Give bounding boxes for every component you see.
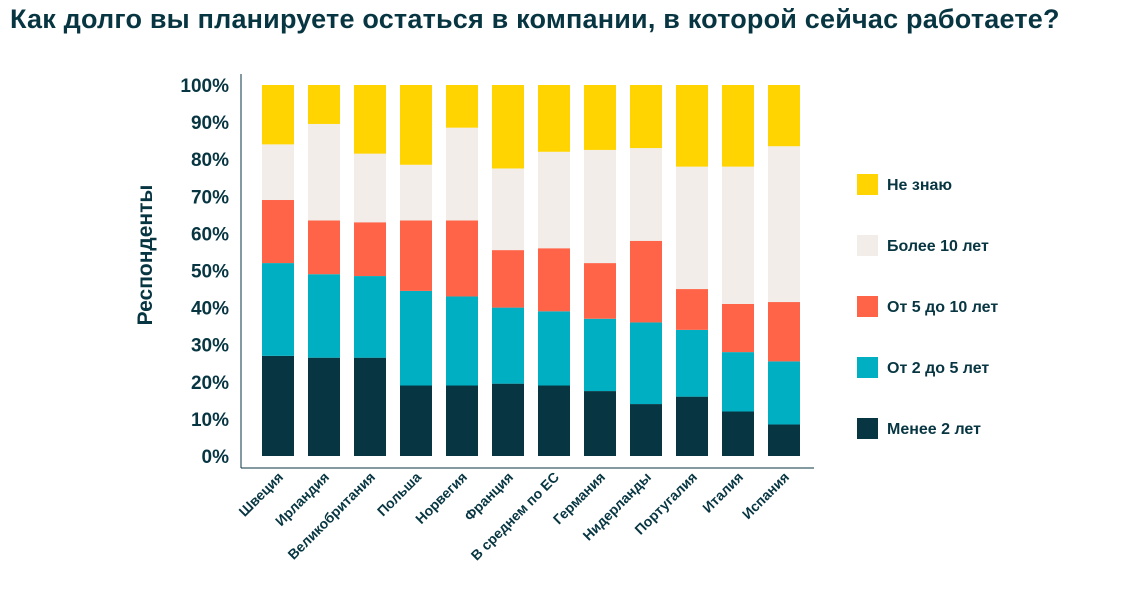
bar-segment	[630, 240, 662, 323]
bar-segment	[722, 166, 754, 304]
bar-segment	[676, 396, 708, 456]
y-tick-label: 60%	[191, 224, 229, 245]
bar-segment	[768, 302, 800, 362]
y-tick-label: 10%	[191, 410, 229, 431]
legend-swatch	[857, 235, 878, 256]
bar-segment	[676, 166, 708, 290]
y-tick-label: 70%	[191, 187, 229, 208]
bar-segment	[630, 404, 662, 456]
legend-label: Более 10 лет	[887, 238, 989, 255]
bar-segment	[446, 220, 478, 297]
y-tick-label: 100%	[180, 76, 229, 97]
bar-segment	[354, 85, 386, 154]
bar-segment	[446, 296, 478, 386]
legend-swatch	[857, 418, 878, 439]
bar-segment	[308, 357, 340, 456]
bar-segment	[768, 146, 800, 303]
bar-segment	[538, 385, 570, 456]
bar-segment	[354, 153, 386, 223]
bar-segment	[400, 85, 432, 165]
y-tick-labels: 0% 10% 20% 30% 40% 50% 60% 70% 80% 90% 100%	[180, 76, 229, 468]
bar-segment	[538, 85, 570, 152]
legend-swatch	[857, 174, 878, 195]
y-tick-label: 30%	[191, 336, 229, 357]
bar-segment	[630, 85, 662, 149]
legend: Не знаю Более 10 лет От 5 до 10 лет От 2 до…	[857, 174, 998, 439]
bar-segment	[308, 123, 340, 221]
legend-label: Не знаю	[887, 177, 952, 194]
bar-segment	[400, 290, 432, 386]
bar-segment	[538, 248, 570, 312]
bar-segment	[584, 391, 616, 456]
bar-segment	[262, 355, 294, 456]
axes	[240, 74, 814, 469]
bar-segment	[584, 263, 616, 319]
bar-segment	[446, 85, 478, 128]
bar-segment	[446, 127, 478, 221]
bar-segment	[262, 85, 294, 145]
y-tick-label: 40%	[191, 299, 229, 320]
bar-segment	[446, 385, 478, 456]
bar-segment	[722, 352, 754, 412]
bar-segment	[354, 222, 386, 277]
bar-segment	[538, 151, 570, 249]
legend-label: От 2 до 5 лет	[887, 360, 989, 377]
y-tick-label: 90%	[191, 113, 229, 134]
bar-segment	[630, 322, 662, 405]
bar-segment	[584, 149, 616, 264]
y-axis-title-group: Респонденты	[134, 185, 157, 326]
bar-segment	[262, 263, 294, 356]
bar-segment	[538, 311, 570, 386]
bar-segment	[492, 383, 524, 456]
bar-segment	[308, 274, 340, 358]
bar-segment	[722, 411, 754, 456]
legend-swatch	[857, 296, 878, 317]
bar-segment	[676, 85, 708, 167]
bar-segment	[308, 85, 340, 124]
x-tick-label: В среднем по ЕС	[468, 469, 563, 564]
bars	[262, 85, 800, 456]
bar-segment	[400, 220, 432, 291]
y-axis-title: Респонденты	[134, 185, 157, 326]
bar-segment	[676, 329, 708, 397]
bar-segment	[584, 318, 616, 392]
bar-segment	[492, 307, 524, 384]
x-tick-labels: ШвецияИрландияВеликобританияПольшаНорвег…	[235, 469, 792, 564]
chart-title: Как долго вы планируете остаться в компа…	[10, 4, 1060, 34]
bar-segment	[768, 361, 800, 425]
bar-segment	[308, 220, 340, 275]
bar-segment	[262, 200, 294, 264]
bar-segment	[492, 250, 524, 308]
bar-segment	[262, 144, 294, 201]
bar-segment	[400, 164, 432, 221]
bar-segment	[354, 357, 386, 456]
legend-swatch	[857, 357, 878, 378]
y-tick-label: 80%	[191, 150, 229, 171]
bar-segment	[584, 85, 616, 150]
x-tick-label: Испания	[739, 469, 792, 522]
bar-segment	[768, 424, 800, 456]
bar-segment	[768, 85, 800, 147]
x-tick-label: Великобритания	[284, 469, 378, 563]
legend-label: От 5 до 10 лет	[887, 299, 998, 316]
bar-segment	[630, 148, 662, 241]
bar-segment	[492, 168, 524, 251]
bar-segment	[354, 276, 386, 358]
y-tick-label: 50%	[191, 262, 229, 283]
bar-segment	[492, 85, 524, 169]
bar-segment	[400, 385, 432, 456]
legend-label: Менее 2 лет	[887, 421, 981, 438]
bar-segment	[722, 303, 754, 353]
y-tick-label: 20%	[191, 373, 229, 394]
y-tick-label: 0%	[202, 447, 230, 468]
bar-segment	[722, 85, 754, 167]
x-tick-label: Италия	[699, 469, 746, 516]
bar-segment	[676, 289, 708, 330]
